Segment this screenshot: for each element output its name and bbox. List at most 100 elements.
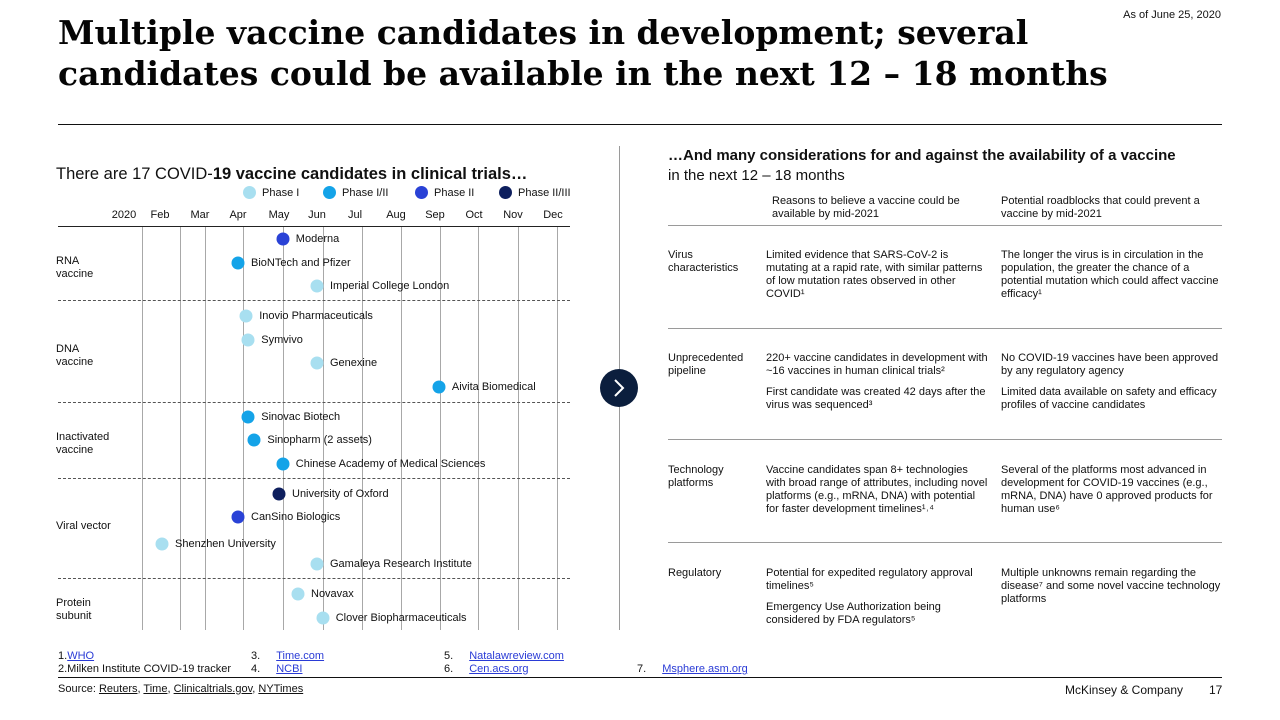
candidate-dot[interactable]	[316, 611, 330, 625]
legend-label: Phase I/II	[342, 186, 389, 199]
cell-roadblocks-virus-characteristics: The longer the virus is in circulation i…	[1001, 249, 1223, 309]
footnote-7-number: 7.	[637, 663, 647, 675]
candidate-label-gamaleya-research-institute: Gamaleya Research Institute	[330, 558, 472, 570]
page-number: 17	[1209, 683, 1223, 697]
candidate-label-sinovac-biotech: Sinovac Biotech	[261, 411, 341, 423]
month-label-may: May	[268, 209, 290, 221]
month-gridline	[205, 226, 206, 630]
candidate-label-university-of-oxford: University of Oxford	[292, 488, 389, 500]
candidate-dot[interactable]	[231, 510, 245, 524]
left-heading-bold: 19 vaccine candidates in clinical trials…	[212, 165, 528, 183]
chevron-right-icon	[614, 379, 625, 397]
candidate-label-moderna: Moderna	[295, 233, 340, 245]
reason-text: Limited evidence that SARS-CoV-2 is muta…	[766, 249, 983, 300]
footnote-5-number: 5.	[444, 650, 454, 662]
candidate-dot[interactable]	[432, 380, 446, 394]
candidate-label-aivita-biomedical: Aivita Biomedical	[451, 381, 536, 393]
month-label-sep: Sep	[425, 209, 445, 221]
month-gridline	[557, 226, 558, 630]
footnote-link-natlawreview[interactable]: Natalawreview.com	[469, 650, 564, 662]
source-separator: ,	[252, 683, 259, 695]
candidate-dot[interactable]	[231, 256, 245, 270]
month-gridline	[283, 226, 284, 630]
candidate-dot[interactable]	[310, 557, 324, 571]
source-prefix: Source:	[58, 683, 99, 695]
legend-swatch	[243, 186, 256, 199]
month-label-nov: Nov	[503, 209, 523, 221]
roadblock-text: Multiple unknowns remain regarding the d…	[1001, 567, 1221, 605]
cell-roadblocks-technology-platforms: Several of the platforms most advanced i…	[1001, 464, 1223, 524]
timeline-axis-line	[58, 226, 570, 227]
footer-rule	[58, 677, 1222, 678]
candidate-dot[interactable]	[310, 356, 324, 370]
footnote-7: 7. Msphere.asm.org	[637, 663, 748, 675]
reason-text: Emergency Use Authorization being consid…	[766, 601, 941, 626]
candidate-dot[interactable]	[291, 587, 305, 601]
month-gridline	[180, 226, 181, 630]
month-label-dec: Dec	[543, 209, 563, 221]
candidate-dot[interactable]	[155, 537, 169, 551]
source-link-clinicaltrials-gov[interactable]: Clinicaltrials.gov	[173, 683, 253, 695]
month-gridline	[440, 226, 441, 630]
roadblock-text: No COVID-19 vaccines have been approved …	[1001, 352, 1219, 377]
candidate-label-symvivo: Symvivo	[261, 334, 303, 346]
candidate-label-genexine: Genexine	[330, 357, 378, 369]
source-link-reuters[interactable]: Reuters	[98, 683, 138, 695]
row-separator	[668, 439, 1222, 440]
candidate-dot[interactable]	[310, 279, 324, 293]
page-title: Multiple vaccine candidates in developme…	[58, 13, 1108, 93]
legend-item-phase-ii: Phase II	[415, 186, 474, 199]
candidate-dot[interactable]	[241, 333, 255, 347]
category-dna-vaccine: DNA vaccine	[56, 343, 94, 368]
footnote-link-ncbi[interactable]: NCBI	[276, 663, 303, 675]
candidate-dot[interactable]	[247, 433, 261, 447]
category-separator	[58, 300, 570, 301]
footnote-2: 2.Milken Institute COVID-19 tracker	[58, 663, 232, 675]
cell-reasons-technology-platforms: Vaccine candidates span 8+ technologies …	[766, 464, 988, 524]
title-divider	[58, 124, 1222, 125]
category-separator	[58, 402, 570, 403]
row-label-regulatory: Regulatory	[668, 567, 722, 579]
table-header-rule	[668, 225, 1222, 226]
month-gridline	[401, 226, 402, 630]
legend-item-phase-ii-iii: Phase II/III	[499, 186, 571, 199]
month-gridline	[243, 226, 244, 630]
as-of-date: As of June 25, 2020	[1123, 9, 1221, 21]
legend-label: Phase II/III	[518, 186, 571, 199]
month-label-mar: Mar	[190, 209, 210, 221]
month-label-apr: Apr	[229, 209, 247, 221]
candidate-dot[interactable]	[239, 309, 253, 323]
footnote-3: 3. Time.com	[251, 650, 324, 662]
footnote-link-who[interactable]: WHO	[67, 650, 95, 662]
reason-text: Vaccine candidates span 8+ technologies …	[766, 464, 988, 515]
column-header-roadblocks: Potential roadblocks that could prevent …	[1001, 195, 1200, 220]
source-link-nytimes[interactable]: NYTimes	[258, 683, 304, 695]
candidate-dot[interactable]	[276, 232, 290, 246]
footnote-link-time[interactable]: Time.com	[276, 650, 325, 662]
footnote-link-cen-acs[interactable]: Cen.acs.org	[469, 663, 529, 675]
candidate-label-clover-biopharmaceuticals: Clover Biopharmaceuticals	[335, 612, 467, 624]
legend-swatch	[499, 186, 512, 199]
category-separator	[58, 478, 570, 479]
category-rna-vaccine: RNA vaccine	[56, 255, 94, 280]
candidate-label-inovio-pharmaceuticals: Inovio Pharmaceuticals	[259, 310, 373, 322]
candidate-dot[interactable]	[241, 410, 255, 424]
left-heading-normal: There are 17 COVID-	[56, 165, 213, 183]
candidate-dot[interactable]	[276, 457, 290, 471]
candidate-dot[interactable]	[272, 487, 286, 501]
roadblock-text: The longer the virus is in circulation i…	[1001, 249, 1219, 300]
candidate-label-chinese-academy-of-medical-sciences: Chinese Academy of Medical Sciences	[295, 458, 486, 470]
candidate-label-biontech-and-pfizer: BioNTech and Pfizer	[251, 257, 351, 269]
month-label-aug: Aug	[386, 209, 406, 221]
month-label-2020: 2020	[111, 209, 137, 221]
month-label-jun: Jun	[308, 209, 326, 221]
next-arrow-button[interactable]	[600, 369, 638, 407]
candidate-label-novavax: Novavax	[311, 588, 354, 600]
footnote-link-msphere[interactable]: Msphere.asm.org	[662, 663, 748, 675]
footnote-4-number: 4.	[251, 663, 261, 675]
source-link-time[interactable]: Time	[143, 683, 168, 695]
month-gridline	[478, 226, 479, 630]
column-header-reasons: Reasons to believe a vaccine could be av…	[772, 195, 960, 220]
footnote-6-number: 6.	[444, 663, 454, 675]
source-separator: ,	[167, 683, 174, 695]
